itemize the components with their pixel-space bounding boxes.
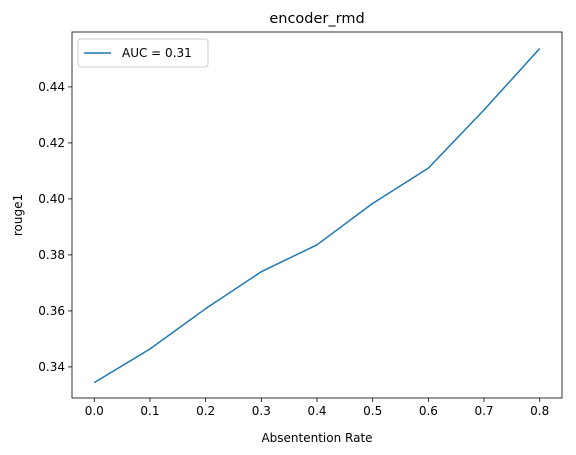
x-tick-label: 0.0 (85, 404, 104, 418)
legend: AUC = 0.31 (77, 38, 209, 68)
series-line (93, 48, 541, 384)
x-tick-label: 0.3 (252, 404, 271, 418)
y-tick-label: 0.36 (38, 304, 65, 318)
y-tick-label: 0.44 (38, 80, 65, 94)
x-axis-ticks: 0.0 0.1 0.2 0.3 0.4 0.5 0.6 0.7 0.8 (85, 398, 549, 418)
x-tick-label: 0.1 (140, 404, 159, 418)
x-tick-label: 0.5 (363, 404, 382, 418)
y-axis-label: rouge1 (11, 194, 25, 236)
x-axis-label: Absentention Rate (261, 431, 372, 445)
axes-frame (71, 31, 563, 399)
y-tick-label: 0.40 (38, 192, 65, 206)
x-tick-label: 0.6 (419, 404, 438, 418)
chart-title: encoder_rmd (269, 11, 364, 27)
x-tick-label: 0.8 (530, 404, 549, 418)
x-tick-label: 0.2 (196, 404, 215, 418)
x-tick-label: 0.4 (307, 404, 326, 418)
x-tick-label: 0.7 (474, 404, 493, 418)
y-tick-label: 0.34 (38, 360, 65, 374)
y-tick-label: 0.42 (38, 136, 65, 150)
legend-entry-label: AUC = 0.31 (122, 46, 192, 60)
legend-box (77, 38, 209, 68)
y-tick-label: 0.38 (38, 248, 65, 262)
plot-area (93, 48, 541, 384)
y-axis-ticks: 0.34 0.36 0.38 0.40 0.42 0.44 (38, 80, 72, 374)
